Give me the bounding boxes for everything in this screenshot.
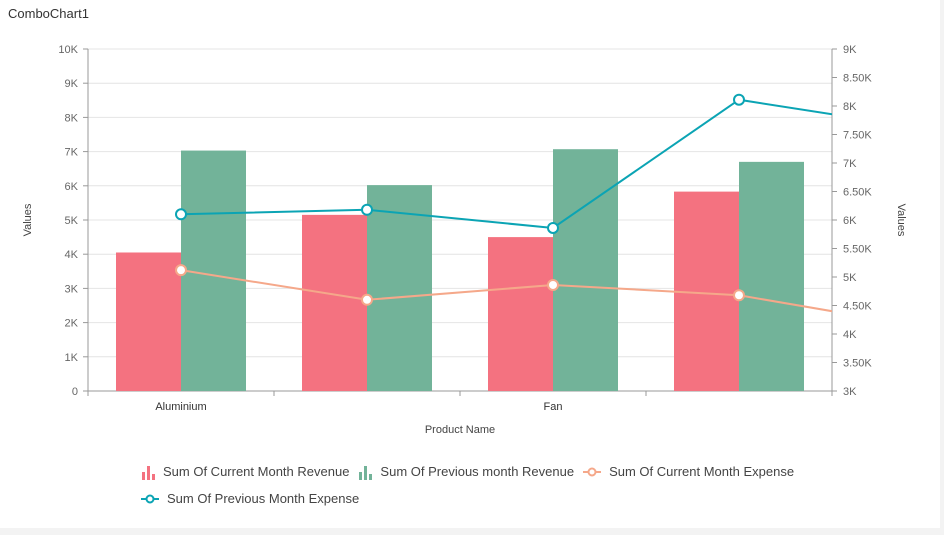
y2-tick-label: 6K bbox=[843, 215, 857, 227]
y-tick-label: 6K bbox=[65, 181, 79, 193]
y2-tick-label: 7K bbox=[843, 158, 857, 170]
line-marker bbox=[733, 289, 745, 302]
y2-tick-label: 3.50K bbox=[843, 358, 872, 370]
legend-label: Sum Of Previous Month Expense bbox=[167, 491, 360, 506]
line-chart-icon bbox=[141, 494, 159, 503]
y-tick-label: 3K bbox=[65, 283, 79, 295]
y2-tick-label: 8.50K bbox=[843, 73, 872, 85]
bar bbox=[553, 149, 618, 391]
y-tick-label: 4K bbox=[65, 249, 79, 261]
y2-tick-label: 5K bbox=[843, 272, 857, 284]
legend-label: Sum Of Current Month Revenue bbox=[163, 464, 350, 479]
line-marker bbox=[733, 93, 745, 106]
legend-label: Sum Of Previous month Revenue bbox=[380, 464, 575, 479]
line-marker bbox=[175, 264, 187, 277]
bar bbox=[181, 150, 246, 391]
line-marker bbox=[547, 221, 559, 234]
bar bbox=[116, 252, 181, 391]
chart-title: ComboChart1 bbox=[8, 6, 89, 21]
y-tick-label: 9K bbox=[65, 78, 79, 90]
y2-tick-label: 4K bbox=[843, 329, 857, 341]
line-marker bbox=[547, 278, 559, 291]
y2-axis-title: Values bbox=[895, 204, 907, 237]
legend-item[interactable]: Sum Of Current Month Revenue bbox=[140, 458, 349, 485]
bar bbox=[367, 185, 432, 391]
legend-item[interactable]: Sum Of Previous Month Expense bbox=[140, 485, 359, 512]
y2-tick-label: 5.50K bbox=[843, 244, 872, 256]
x-tick-label: Fan bbox=[544, 401, 563, 413]
bar bbox=[488, 237, 553, 391]
line-marker bbox=[361, 203, 373, 216]
legend-item[interactable]: Sum Of Previous month Revenue bbox=[357, 458, 574, 485]
x-axis-title: Product Name bbox=[425, 424, 495, 436]
y-tick-label: 5K bbox=[65, 215, 79, 227]
legend-item[interactable]: Sum Of Current Month Expense bbox=[582, 458, 794, 485]
y2-tick-label: 9K bbox=[843, 44, 857, 56]
y2-tick-label: 3K bbox=[843, 386, 857, 398]
line-marker bbox=[361, 293, 373, 306]
y-tick-label: 10K bbox=[58, 44, 78, 56]
y-tick-label: 2K bbox=[65, 318, 79, 330]
x-tick-label: Aluminium bbox=[155, 401, 206, 413]
y2-tick-label: 7.50K bbox=[843, 130, 872, 142]
chart-legend: Sum Of Current Month Revenue Sum Of Previ… bbox=[140, 458, 840, 512]
y2-tick-label: 8K bbox=[843, 101, 857, 113]
bar-chart-icon bbox=[142, 465, 155, 480]
y2-tick-label: 6.50K bbox=[843, 187, 872, 199]
bar bbox=[739, 161, 804, 391]
y2-tick-label: 4.50K bbox=[843, 301, 872, 313]
y-axis-title: Values bbox=[22, 203, 34, 236]
line-marker bbox=[175, 208, 187, 221]
y-tick-label: 0 bbox=[72, 386, 78, 398]
bar bbox=[302, 214, 367, 391]
y-tick-label: 8K bbox=[65, 112, 79, 124]
line-chart-icon bbox=[583, 467, 602, 476]
bar-chart-icon bbox=[359, 465, 373, 480]
y-tick-label: 7K bbox=[65, 147, 79, 159]
y-tick-label: 1K bbox=[65, 352, 79, 364]
combo-chart: 0 1K 2K 3K 4K 5K 6K 7K 8K 9K 10K 3K 3.50K 4K 4.50K 5K 5.… bbox=[22, 44, 907, 436]
legend-label: Sum Of Current Month Expense bbox=[609, 464, 795, 479]
